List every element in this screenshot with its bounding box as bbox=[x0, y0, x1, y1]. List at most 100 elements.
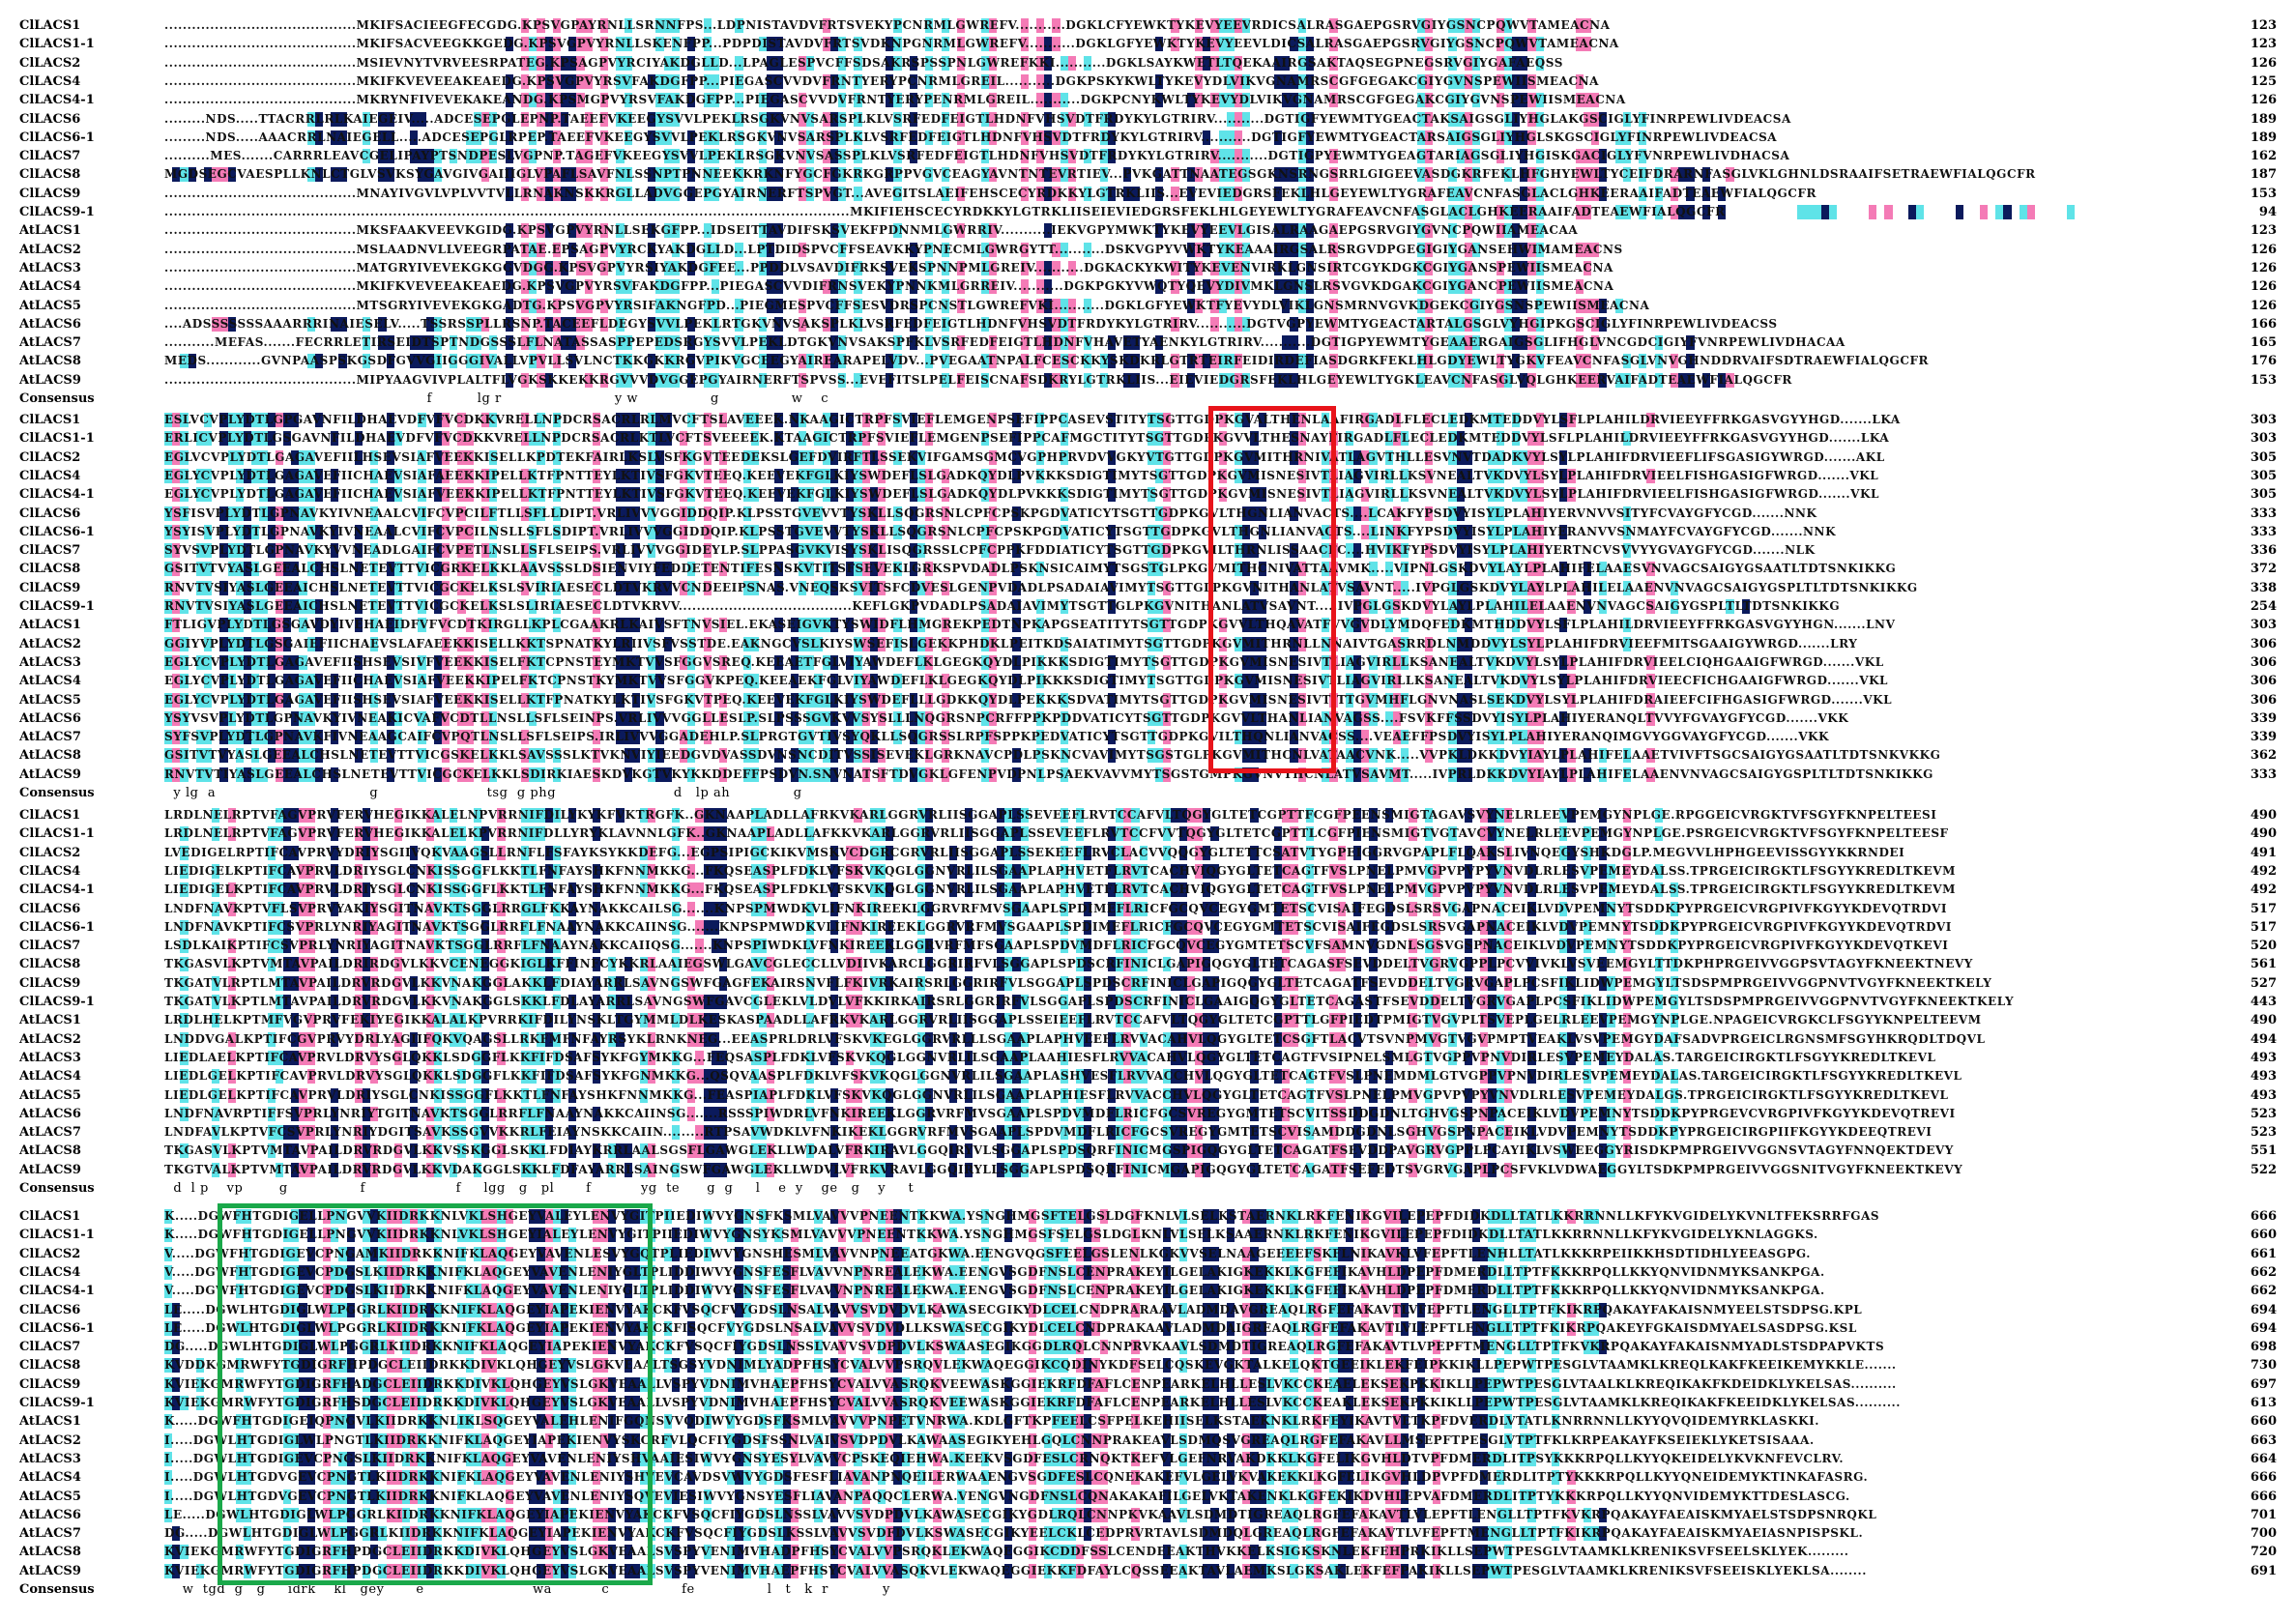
conservation-shade bbox=[544, 186, 553, 201]
conservation-shade bbox=[671, 242, 680, 257]
conservation-shade bbox=[829, 73, 838, 89]
conservation-shade bbox=[1044, 111, 1053, 127]
conservation-shade bbox=[1020, 18, 1029, 33]
conservation-shade bbox=[1186, 223, 1195, 239]
sequence-name: AtLACS7 bbox=[19, 1125, 81, 1141]
conservation-shade bbox=[941, 93, 949, 108]
conservation-shade bbox=[1575, 149, 1584, 164]
conservation-shade bbox=[1416, 73, 1425, 89]
conservation-shade bbox=[552, 73, 561, 89]
consensus-text: d l p vp g f f lgg g pl f yg te g g l e … bbox=[164, 1181, 915, 1196]
residue-position: 491 bbox=[2250, 845, 2277, 860]
conservation-shade bbox=[1512, 130, 1521, 145]
conservation-shade bbox=[663, 223, 672, 239]
conservation-shade bbox=[941, 55, 949, 71]
conservation-shade bbox=[544, 93, 553, 108]
residue-sequence: LRDLNELRPTVFAGVPRVFERVHEGIKKALELNPVRRNIF… bbox=[164, 807, 2175, 824]
conservation-shade bbox=[838, 37, 847, 52]
conservation-shade bbox=[1797, 205, 1806, 219]
residue-position: 306 bbox=[2250, 674, 2277, 689]
conservation-shade bbox=[1067, 186, 1076, 201]
sequence-name: AtLACS1 bbox=[19, 1013, 81, 1028]
conservation-shade bbox=[1678, 167, 1687, 183]
conservation-shade bbox=[980, 111, 989, 127]
residue-text: ERLICVPLYDTLGSGAVNFILDHAEVDFVFVCDKKVRELL… bbox=[164, 431, 1890, 446]
conservation-shade bbox=[1464, 37, 1472, 52]
conservation-shade bbox=[838, 223, 847, 239]
sequence-name: AtLACS2 bbox=[19, 242, 81, 257]
residue-text: GSITVTVYASLGEEALCHSLNETEVTTVICGRKELKKLAA… bbox=[164, 562, 1897, 576]
residue-sequence: TKGATVLKPTLMTAVPAILDRVRDGVLKKVNAKGGLSKKL… bbox=[164, 994, 2175, 1010]
conservation-shade bbox=[378, 111, 387, 127]
residue-position: 338 bbox=[2250, 580, 2277, 595]
conservation-shade bbox=[886, 130, 894, 145]
conservation-shade bbox=[1297, 93, 1306, 108]
conservation-shade bbox=[363, 149, 371, 164]
conservation-shade bbox=[1456, 73, 1465, 89]
residue-sequence: EGLYCVPLYDTLGAGAVEFIICHAEVSIAFAEEKKIPELL… bbox=[164, 468, 2175, 484]
conservation-shade bbox=[624, 73, 632, 89]
conservation-shade bbox=[909, 73, 917, 89]
sequence-name: ClLACS1 bbox=[19, 1209, 81, 1224]
conservation-shade bbox=[529, 242, 538, 257]
conservation-shade bbox=[1305, 149, 1314, 164]
sequence-name: AtLACS5 bbox=[19, 692, 81, 708]
conservation-shade bbox=[735, 167, 743, 183]
residue-text: ........................................… bbox=[164, 298, 1650, 312]
conservation-shade bbox=[1448, 73, 1457, 89]
conservation-shade bbox=[663, 93, 672, 108]
conservation-shade bbox=[1203, 223, 1211, 239]
conservation-shade bbox=[1496, 18, 1504, 33]
conservation-shade bbox=[893, 149, 902, 164]
residue-position: 306 bbox=[2250, 654, 2277, 670]
conservation-shade bbox=[759, 93, 768, 108]
conservation-shade bbox=[568, 242, 577, 257]
conservation-shade bbox=[600, 37, 609, 52]
residue-position: 333 bbox=[2250, 506, 2277, 521]
conservation-shade bbox=[1456, 93, 1465, 108]
conservation-shade bbox=[1297, 55, 1306, 71]
residue-sequence: LNDFAVLKPTVFCSVPRLYNRIYDGITSAVKSSGVVKKRL… bbox=[164, 1124, 2175, 1141]
residue-sequence: TKGASVLKPTVMTAVPAILDRVRDGVLKKVSSKGGLSKKL… bbox=[164, 1143, 2175, 1159]
conservation-shade bbox=[1235, 111, 1243, 127]
conservation-shade bbox=[925, 18, 934, 33]
conservation-shade bbox=[655, 111, 664, 127]
conservation-shade bbox=[711, 73, 719, 89]
residue-sequence: ........................................… bbox=[164, 36, 2175, 52]
residue-position: 490 bbox=[2250, 826, 2277, 842]
conservation-shade bbox=[988, 167, 997, 183]
sequence-name: ClLACS9-1 bbox=[19, 599, 95, 614]
conservation-shade bbox=[799, 93, 807, 108]
conservation-shade bbox=[1329, 37, 1338, 52]
conservation-shade bbox=[735, 130, 743, 145]
conservation-shade bbox=[418, 167, 426, 183]
conservation-shade bbox=[1036, 130, 1045, 145]
conservation-shade bbox=[1282, 73, 1291, 89]
conservation-shade bbox=[1218, 37, 1227, 52]
sequence-name: ClLACS4-1 bbox=[19, 882, 95, 898]
conservation-shade bbox=[1622, 149, 1631, 164]
conservation-shade bbox=[687, 149, 696, 164]
residue-sequence: LVEDIGELRPTIFCAVPRVYDRIYSGIIVQKVAAGSLLRN… bbox=[164, 845, 2175, 861]
residue-text: LNDDVGALKPTIFCGVPRVYDRLYAGIIFQKVQAGSLLRK… bbox=[164, 1031, 1986, 1046]
alignment-block: ClLACS1.................................… bbox=[19, 17, 2291, 413]
conservation-shade bbox=[648, 73, 656, 89]
conservation-shade bbox=[1067, 55, 1076, 71]
conservation-shade bbox=[703, 149, 712, 164]
residue-text: TKGTVALKPTVMTAVPAILDRVRDGVLKKVDAKGGLSKKL… bbox=[164, 1162, 1963, 1176]
conservation-shade bbox=[941, 18, 949, 33]
residue-position: 490 bbox=[2250, 1013, 2277, 1028]
conservation-shade bbox=[1512, 73, 1521, 89]
conservation-shade bbox=[584, 18, 593, 33]
conservation-shade bbox=[735, 55, 743, 71]
conservation-shade bbox=[1416, 111, 1425, 127]
conservation-shade bbox=[489, 111, 498, 127]
conservation-shade bbox=[1503, 55, 1512, 71]
conservation-shade bbox=[671, 223, 680, 239]
conservation-shade bbox=[774, 73, 783, 89]
conservation-shade bbox=[1527, 18, 1536, 33]
conservation-shade bbox=[1218, 223, 1227, 239]
conservation-shade bbox=[1297, 167, 1306, 183]
conservation-shade bbox=[1242, 111, 1251, 127]
conservation-shade bbox=[544, 167, 553, 183]
